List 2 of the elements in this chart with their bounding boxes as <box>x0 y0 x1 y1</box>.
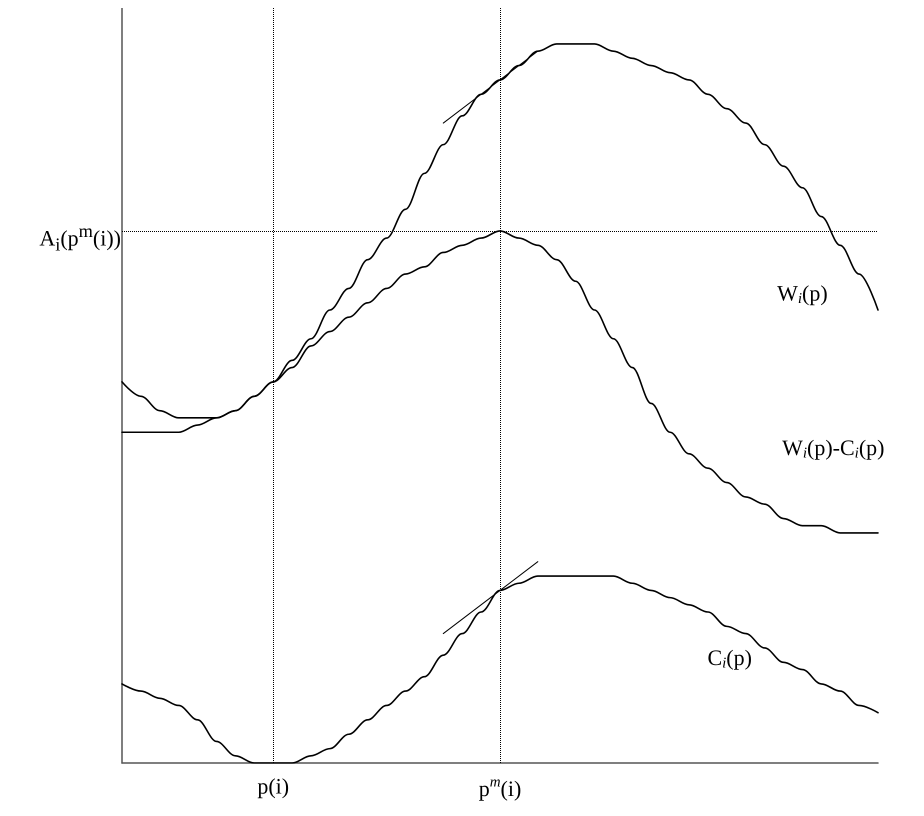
x-tick-label: p(i) <box>257 774 290 798</box>
ref-line-label: A$_{i}$(p$^{m}$(i)) <box>39 220 121 257</box>
